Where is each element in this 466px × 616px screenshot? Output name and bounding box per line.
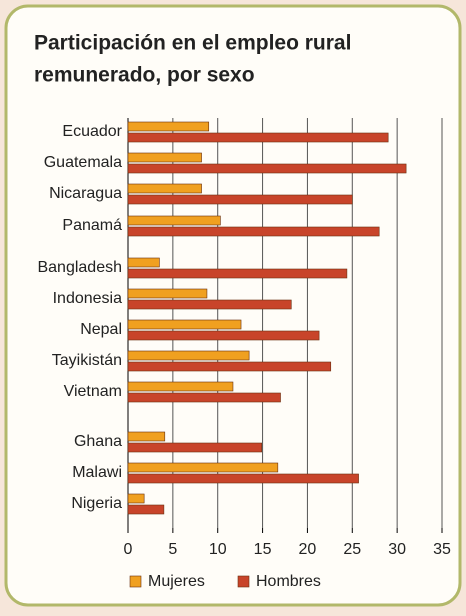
y-tick-label: Ecuador	[62, 123, 122, 140]
y-tick-label: Ghana	[74, 433, 122, 450]
bar	[127, 392, 281, 403]
y-tick-label: Nepal	[80, 321, 122, 338]
x-tick-label: 0	[124, 541, 133, 558]
x-tick-label: 25	[343, 541, 361, 558]
bar	[127, 462, 279, 473]
bar	[127, 504, 165, 515]
y-tick-label: Tayikistán	[52, 352, 122, 369]
bar	[127, 121, 210, 132]
y-tick-label: Guatemala	[44, 154, 122, 171]
bar	[127, 319, 242, 330]
bar	[127, 442, 262, 453]
bar	[127, 194, 353, 205]
legend-swatch	[129, 575, 142, 588]
y-tick-label: Nigeria	[71, 495, 122, 512]
chart-title: Participación en el empleo rural	[34, 32, 351, 55]
bar	[127, 163, 407, 174]
x-tick-label: 10	[209, 541, 227, 558]
y-tick-label: Malawi	[72, 464, 122, 481]
x-tick-label: 35	[433, 541, 451, 558]
bar	[127, 330, 320, 341]
bar	[127, 288, 208, 299]
bar	[127, 257, 160, 268]
bar	[127, 226, 380, 237]
bar	[127, 350, 250, 361]
x-tick-label: 20	[299, 541, 317, 558]
bar	[127, 299, 292, 310]
bar	[127, 361, 332, 372]
bar	[127, 132, 389, 143]
bar	[127, 381, 234, 392]
y-tick-label: Nicaragua	[49, 185, 122, 202]
y-tick-label: Bangladesh	[37, 259, 122, 276]
bar	[127, 431, 166, 442]
bar	[127, 268, 348, 279]
legend-swatch	[237, 575, 250, 588]
x-tick-label: 15	[254, 541, 272, 558]
y-tick-label: Indonesia	[53, 290, 122, 307]
y-tick-label: Vietnam	[64, 383, 122, 400]
x-tick-label: 5	[168, 541, 177, 558]
legend-label: Hombres	[256, 573, 321, 590]
bar	[127, 493, 145, 504]
chart-title: remunerado, por sexo	[34, 64, 255, 87]
bar	[127, 183, 202, 194]
bar	[127, 152, 202, 163]
bar	[127, 473, 359, 484]
bar	[127, 215, 221, 226]
x-tick-label: 30	[388, 541, 406, 558]
y-tick-label: Panamá	[62, 217, 122, 234]
legend-label: Mujeres	[148, 573, 205, 590]
